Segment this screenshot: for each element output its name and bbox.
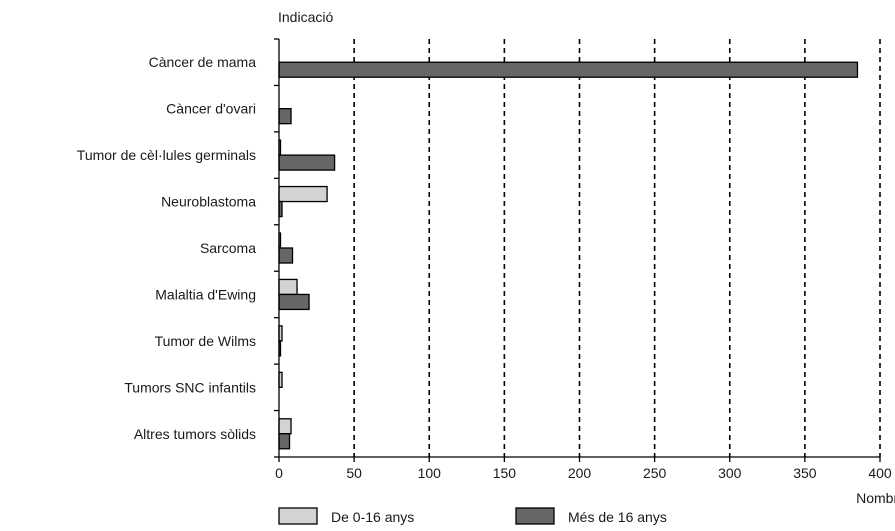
legend-swatch [515, 507, 555, 525]
bar [278, 185, 328, 203]
x-tick-label: 100 [418, 465, 442, 481]
x-tick-label: 300 [718, 465, 742, 481]
category-label: Càncer de mama [149, 54, 257, 70]
legend-label: De 0-16 anys [331, 509, 414, 525]
bar [278, 418, 292, 435]
x-tick-label: 350 [793, 465, 817, 481]
bar [278, 293, 310, 311]
category-label: Tumor de cèl·lules germinals [77, 147, 256, 163]
y-axis-title: Indicació [278, 9, 333, 25]
legend-swatch [278, 507, 318, 525]
bar [278, 154, 336, 171]
x-tick-label: 400 [868, 465, 892, 481]
category-label: Tumor de Wilms [155, 333, 256, 349]
x-tick-label: 150 [493, 465, 517, 481]
legend-label: Més de 16 anys [568, 509, 667, 525]
bar [278, 247, 294, 264]
bar [278, 278, 298, 296]
x-tick-label: 50 [346, 465, 362, 481]
category-label: Malaltia d'Ewing [155, 286, 256, 302]
bar [278, 433, 291, 450]
category-label: Sarcoma [200, 240, 256, 256]
x-axis-title: Nombre [856, 490, 895, 506]
x-tick-label: 0 [275, 465, 283, 481]
category-label: Tumors SNC infantils [124, 379, 256, 395]
category-label: Altres tumors sòlids [134, 426, 256, 442]
x-tick-label: 200 [568, 465, 592, 481]
bar [278, 108, 292, 125]
bar [278, 61, 859, 78]
category-label: Neuroblastoma [161, 194, 256, 210]
x-tick-label: 250 [643, 465, 667, 481]
category-label: Càncer d'ovari [166, 101, 256, 117]
